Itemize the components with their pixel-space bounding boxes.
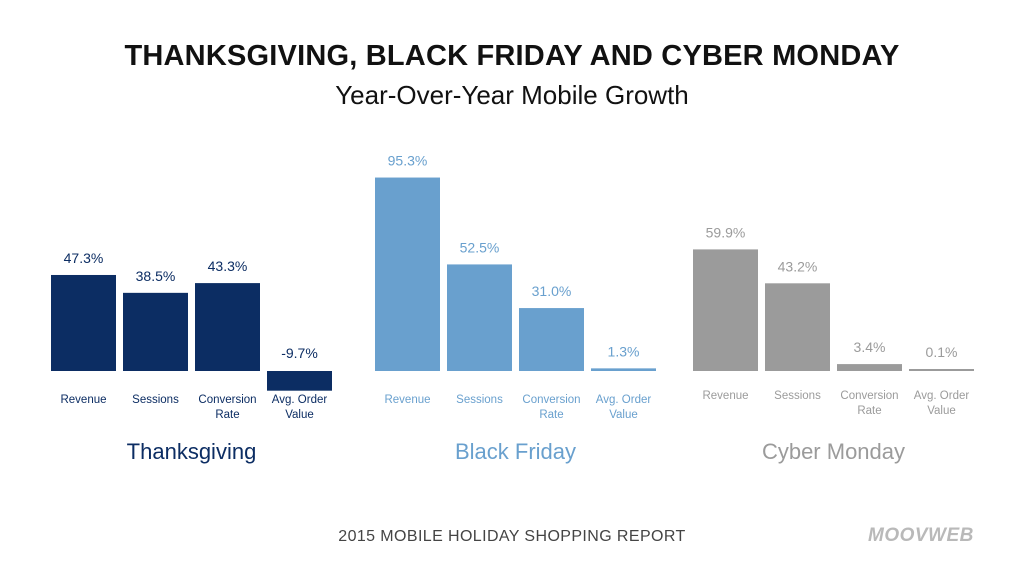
report-footer-label: 2015 MOBILE HOLIDAY SHOPPING REPORT	[338, 528, 686, 545]
black-friday-value-label-1: 95.3%	[388, 153, 428, 169]
cyber-monday-bar-4	[909, 369, 974, 371]
thanksgiving-value-label-2: 38.5%	[136, 268, 176, 284]
cyber-monday-bar-3	[837, 364, 902, 371]
cyber-monday-value-label-2: 43.2%	[778, 258, 818, 274]
thanksgiving-group-label: Thanksgiving	[127, 439, 257, 464]
black-friday-bar-2	[447, 264, 512, 371]
page-subtitle: Year-Over-Year Mobile Growth	[335, 80, 689, 110]
thanksgiving-value-label-1: 47.3%	[64, 250, 104, 266]
moovweb-logo: MOOVWEB	[868, 525, 974, 546]
black-friday-value-label-3: 31.0%	[532, 283, 572, 299]
thanksgiving-bar-2	[123, 292, 188, 371]
black-friday-category-label-2: Sessions	[456, 394, 503, 406]
black-friday-value-label-2: 52.5%	[460, 239, 500, 255]
cyber-monday-group-label: Cyber Monday	[762, 439, 905, 464]
thanksgiving-value-label-3: 43.3%	[208, 258, 248, 274]
black-friday-group-label: Black Friday	[455, 439, 576, 464]
thanksgiving-bar-1	[51, 274, 116, 371]
black-friday-value-label-4: 1.3%	[608, 343, 640, 359]
cyber-monday-category-label-1: Revenue	[702, 390, 748, 402]
black-friday-category-label-3: Conversion Rate	[522, 394, 580, 421]
thanksgiving-value-label-4: -9.7%	[281, 345, 318, 361]
black-friday-bar-3	[519, 308, 584, 371]
cyber-monday-category-label-2: Sessions	[774, 390, 821, 402]
cyber-monday-bar-2	[765, 283, 830, 371]
black-friday-category-label-4: Avg. Order Value	[596, 394, 652, 421]
cyber-monday-bar-1	[693, 249, 758, 371]
thanksgiving-category-label-2: Sessions	[132, 394, 179, 406]
black-friday-bar-4	[591, 368, 656, 371]
black-friday-bar-1	[375, 177, 440, 371]
thanksgiving-category-label-1: Revenue	[60, 394, 106, 406]
thanksgiving-category-label-3: Conversion Rate	[198, 394, 256, 421]
cyber-monday-category-label-4: Avg. Order Value	[914, 390, 970, 417]
black-friday-category-label-1: Revenue	[384, 394, 430, 406]
thanksgiving-category-label-4: Avg. Order Value	[272, 394, 328, 421]
page-title: THANKSGIVING, BLACK FRIDAY AND CYBER MON…	[124, 40, 900, 72]
thanksgiving-bar-3	[195, 283, 260, 371]
cyber-monday-value-label-1: 59.9%	[706, 224, 746, 240]
thanksgiving-bar-4	[267, 371, 332, 391]
cyber-monday-value-label-4: 0.1%	[926, 344, 958, 360]
cyber-monday-value-label-3: 3.4%	[854, 339, 886, 355]
cyber-monday-category-label-3: Conversion Rate	[840, 390, 898, 417]
